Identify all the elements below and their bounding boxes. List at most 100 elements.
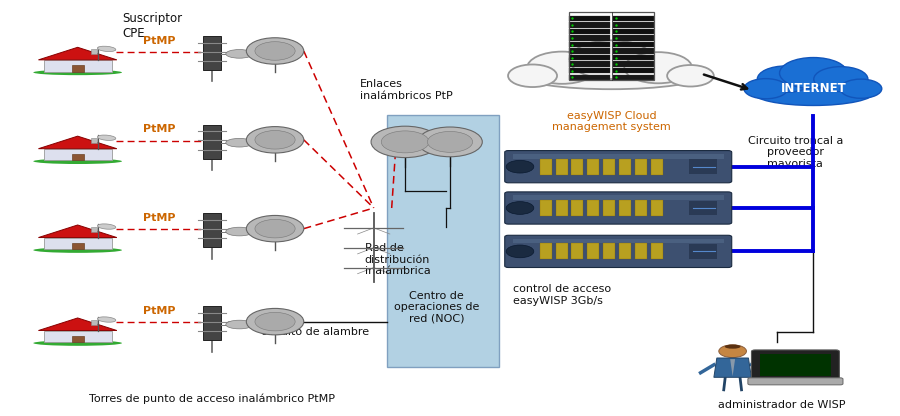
Text: PtMP: PtMP xyxy=(143,124,176,134)
Bar xyxy=(572,200,583,216)
Polygon shape xyxy=(43,331,112,342)
Bar xyxy=(569,55,610,60)
Bar xyxy=(613,22,654,27)
Text: PtMP: PtMP xyxy=(143,306,176,316)
Bar xyxy=(603,158,615,175)
Bar xyxy=(619,158,631,175)
Circle shape xyxy=(247,215,304,242)
Circle shape xyxy=(247,38,304,64)
Polygon shape xyxy=(43,149,112,161)
Bar xyxy=(540,243,552,260)
Bar xyxy=(569,62,610,67)
Bar xyxy=(203,213,221,248)
Bar xyxy=(555,158,568,175)
Polygon shape xyxy=(71,154,84,161)
Bar xyxy=(569,74,610,80)
Bar xyxy=(613,68,654,73)
Bar xyxy=(613,62,654,67)
Circle shape xyxy=(757,66,814,92)
Circle shape xyxy=(744,79,788,99)
Circle shape xyxy=(255,42,295,60)
Circle shape xyxy=(371,126,439,158)
Circle shape xyxy=(418,127,482,157)
Polygon shape xyxy=(714,358,752,377)
Bar xyxy=(603,243,615,260)
Circle shape xyxy=(255,312,295,331)
Circle shape xyxy=(625,52,692,83)
Bar xyxy=(572,158,583,175)
Bar xyxy=(569,68,610,73)
Bar xyxy=(91,49,97,54)
Circle shape xyxy=(247,308,304,335)
Bar xyxy=(513,154,724,158)
Bar xyxy=(619,200,631,216)
Circle shape xyxy=(667,65,714,87)
Circle shape xyxy=(506,245,534,258)
Bar xyxy=(569,22,610,27)
Text: Red de
distribución
inalámbrica: Red de distribución inalámbrica xyxy=(364,243,430,276)
Ellipse shape xyxy=(33,158,122,164)
Bar xyxy=(613,42,654,47)
Bar xyxy=(569,29,610,34)
Bar xyxy=(569,42,610,47)
Bar xyxy=(613,35,654,41)
Text: Enlaces
inalámbricos PtP: Enlaces inalámbricos PtP xyxy=(360,79,453,101)
Polygon shape xyxy=(39,225,117,238)
Bar xyxy=(587,158,599,175)
Ellipse shape xyxy=(33,69,122,75)
Polygon shape xyxy=(39,318,117,331)
Bar xyxy=(587,200,599,216)
Ellipse shape xyxy=(226,139,253,147)
Bar xyxy=(613,16,654,21)
Ellipse shape xyxy=(522,62,701,89)
FancyBboxPatch shape xyxy=(387,115,500,367)
Circle shape xyxy=(506,160,534,173)
FancyBboxPatch shape xyxy=(505,192,732,224)
Text: easyWISP Cloud
management system: easyWISP Cloud management system xyxy=(552,111,670,132)
Ellipse shape xyxy=(97,46,116,52)
Bar xyxy=(569,35,610,41)
Bar xyxy=(513,195,724,200)
Circle shape xyxy=(779,57,847,89)
Ellipse shape xyxy=(724,344,741,349)
Bar xyxy=(760,354,832,376)
Bar xyxy=(651,243,662,260)
Ellipse shape xyxy=(226,320,253,329)
Bar xyxy=(634,200,647,216)
Polygon shape xyxy=(43,238,112,249)
Text: circuito de alambre: circuito de alambre xyxy=(261,327,370,337)
Ellipse shape xyxy=(97,135,116,140)
Text: PtMP: PtMP xyxy=(143,36,176,46)
Ellipse shape xyxy=(752,79,875,106)
Bar xyxy=(613,48,654,54)
Bar xyxy=(513,239,724,243)
Circle shape xyxy=(814,67,868,92)
Polygon shape xyxy=(71,243,84,249)
Circle shape xyxy=(527,52,597,84)
Bar xyxy=(540,158,552,175)
FancyBboxPatch shape xyxy=(505,151,732,183)
Polygon shape xyxy=(39,47,117,60)
Bar xyxy=(91,227,97,232)
Ellipse shape xyxy=(226,227,253,236)
Bar xyxy=(587,243,599,260)
Bar xyxy=(555,243,568,260)
Bar xyxy=(688,159,717,174)
Circle shape xyxy=(840,79,882,98)
Polygon shape xyxy=(43,60,112,72)
Circle shape xyxy=(428,131,473,152)
Bar xyxy=(203,36,221,70)
Ellipse shape xyxy=(97,317,116,322)
Polygon shape xyxy=(71,336,84,342)
Bar xyxy=(651,200,662,216)
Text: PtMP: PtMP xyxy=(143,213,176,223)
Circle shape xyxy=(506,202,534,214)
Bar xyxy=(613,74,654,80)
Text: Centro de
operaciones de
red (NOC): Centro de operaciones de red (NOC) xyxy=(394,290,479,324)
Bar xyxy=(572,243,583,260)
Ellipse shape xyxy=(97,224,116,229)
Circle shape xyxy=(247,126,304,153)
Polygon shape xyxy=(730,359,735,376)
Polygon shape xyxy=(71,65,84,72)
FancyBboxPatch shape xyxy=(505,235,732,267)
